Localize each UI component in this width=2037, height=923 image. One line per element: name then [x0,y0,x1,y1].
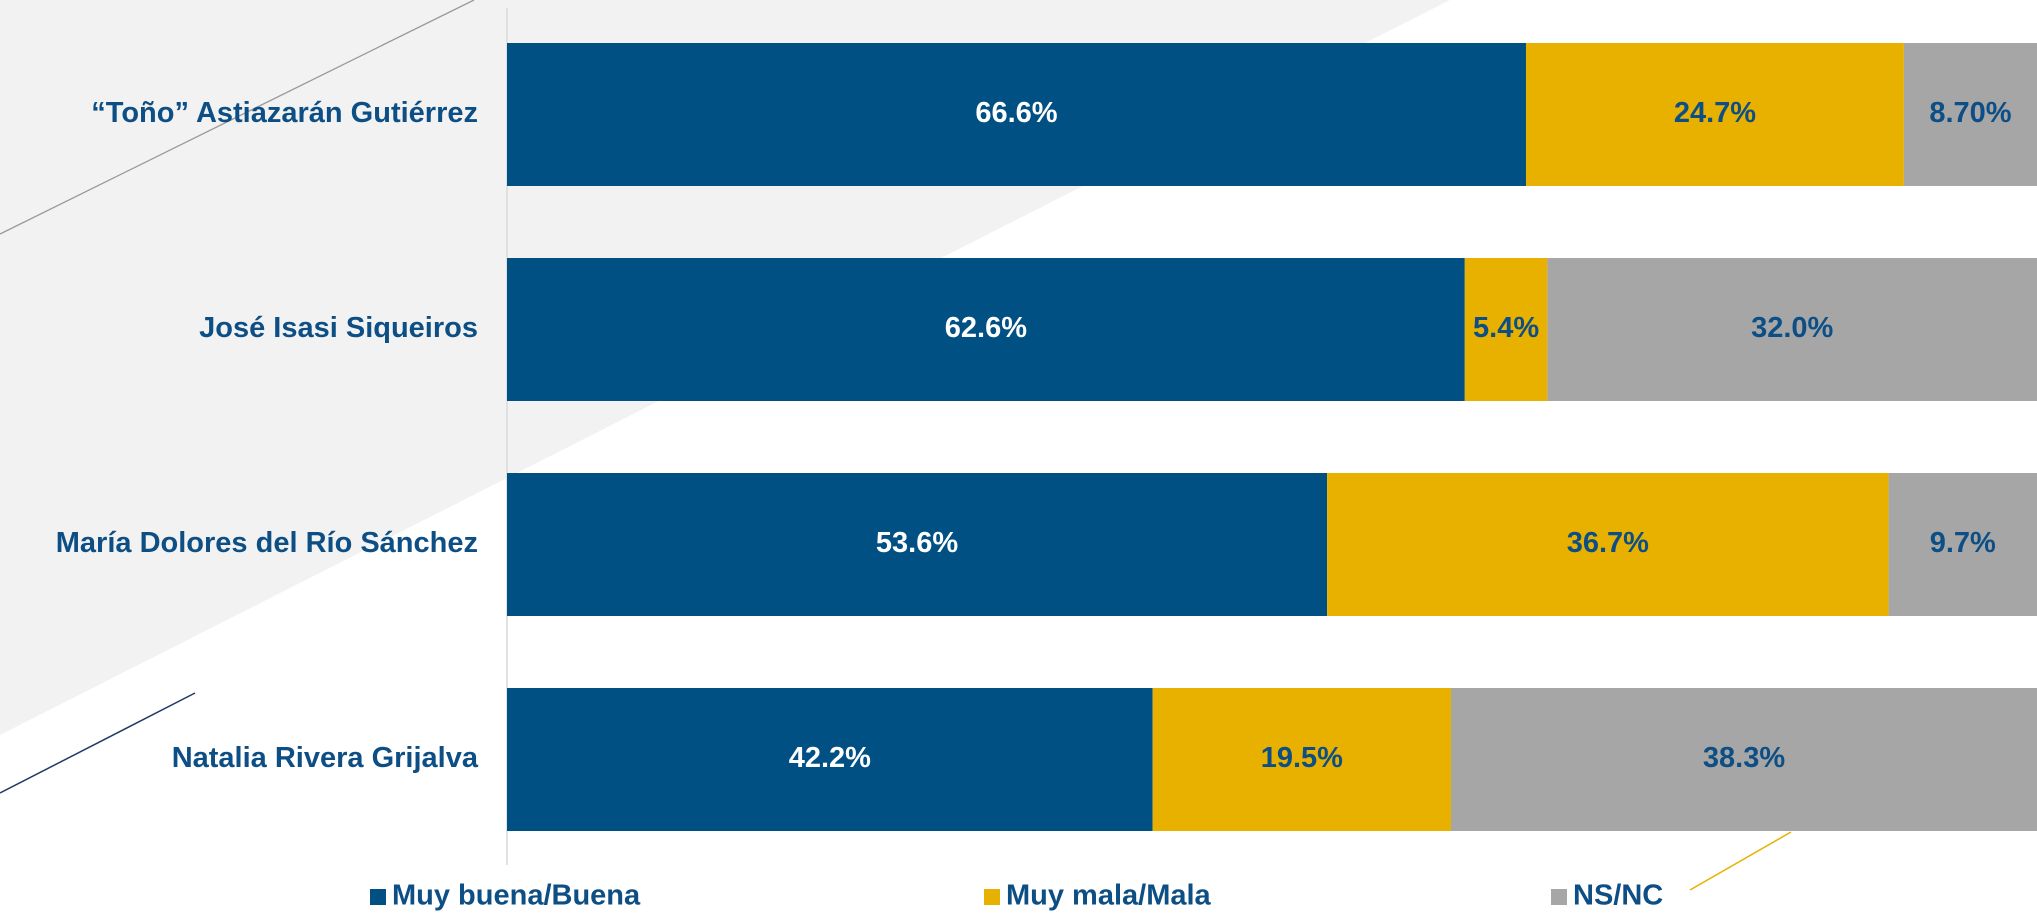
bar-segment [507,473,1328,616]
bar-segment [1327,473,1889,616]
decor-line [0,692,196,794]
data-label: 24.7% [1674,97,1756,129]
data-label: 42.2% [789,742,871,774]
bar-segment [1903,43,2037,186]
category-label: María Dolores del Río Sánchez [56,527,478,559]
category-label: “Toño” Astiazarán Gutiérrez [91,97,478,129]
data-label: 32.0% [1751,312,1833,344]
bar-segment [1547,258,2037,401]
data-label: 62.6% [945,312,1027,344]
data-label: 9.7% [1930,527,1996,559]
bar-segment [1464,258,1548,401]
data-label: 5.4% [1473,312,1539,344]
bar-segment [1152,688,1452,831]
decor-line [1689,831,1792,891]
bar-segment [507,258,1465,401]
legend-label: Muy buena/Buena [392,880,641,912]
category-label: Natalia Rivera Grijalva [172,742,479,774]
data-label: 38.3% [1703,742,1785,774]
data-label: 53.6% [876,527,958,559]
legend-swatch [1551,889,1567,905]
legend-label: NS/NC [1573,880,1663,912]
bar-segment [507,43,1526,186]
data-label: 8.70% [1929,97,2011,129]
bar-segment [507,688,1153,831]
bar-segment [1451,688,2037,831]
data-label: 66.6% [975,97,1057,129]
decor-line [0,0,475,235]
legend-swatch [984,889,1000,905]
bar-segment [1525,43,1904,186]
category-label: José Isasi Siqueiros [199,312,478,344]
data-label: 36.7% [1567,527,1649,559]
data-label: 19.5% [1261,742,1343,774]
legend-swatch [370,889,386,905]
legend-label: Muy mala/Mala [1006,880,1212,912]
bar-segment [1888,473,2037,616]
